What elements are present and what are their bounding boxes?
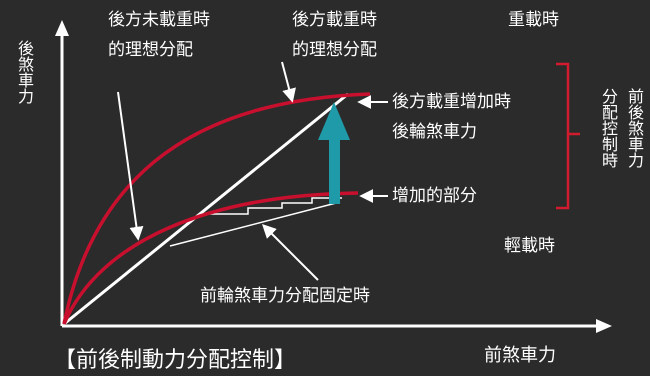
- unloaded-ideal-label-line2: 的理想分配: [108, 40, 193, 60]
- loaded-increase-label-line1: 後方載重增加時: [392, 92, 511, 112]
- increase-arrow-shaft: [329, 132, 340, 204]
- control-bracket: [556, 62, 580, 210]
- leader-unloaded: [117, 91, 144, 241]
- loaded-increase-label-line2: 後輪煞車力: [392, 122, 477, 142]
- x-axis-label: 前煞車力: [484, 345, 556, 366]
- diagram-title: 【前後制動力分配控制】: [54, 348, 297, 373]
- loaded-ideal-curve: [62, 92, 371, 325]
- x-axis-arrowhead: [596, 319, 612, 333]
- y-axis-label: 後煞車力: [15, 40, 34, 104]
- increase-arrow-head: [318, 102, 350, 140]
- leader-fixed: [262, 224, 319, 281]
- unloaded-ideal-curve: [62, 191, 359, 325]
- leader-loaded: [281, 61, 296, 103]
- bracket-label-col1: 分配控制時: [599, 88, 618, 168]
- y-axis-arrowhead: [55, 20, 69, 36]
- unloaded-ideal-label-line1: 後方未載重時: [108, 10, 210, 30]
- increased-part-label: 增加的部分: [392, 186, 477, 206]
- fixed-distribution-label: 前輪煞車力分配固定時: [200, 286, 370, 306]
- bracket-label-col2: 前後煞車力: [625, 88, 644, 168]
- heavy-load-label: 重載時: [508, 10, 559, 30]
- fixed-distribution-thin-line: [169, 201, 341, 247]
- loaded-ideal-label-line1: 後方載重時: [292, 10, 377, 30]
- stepped-control-line: [210, 197, 342, 215]
- loaded-ideal-label-line2: 的理想分配: [292, 40, 377, 60]
- light-load-label: 輕載時: [504, 236, 555, 256]
- fixed-distribution-line: [63, 92, 349, 326]
